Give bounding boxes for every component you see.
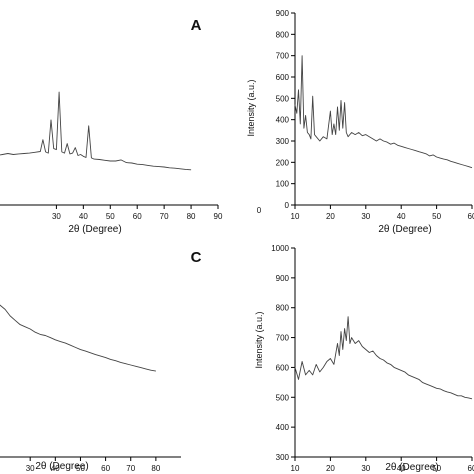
x-axis-label: 2θ (Degree) [385, 462, 438, 473]
y-tick-label: 200 [276, 158, 290, 167]
y-axis-label: Intensity (a.u.) [246, 79, 256, 136]
stray-zero-tick: 0 [257, 206, 262, 215]
x-tick-label: 50 [432, 212, 441, 221]
x-tick-label: 10 [291, 464, 300, 473]
y-tick-label: 500 [276, 94, 290, 103]
y-tick-label: 100 [276, 180, 290, 189]
y-tick-label: 500 [276, 393, 290, 402]
y-tick-label: 800 [276, 30, 290, 39]
series-line-1 [294, 55, 473, 169]
y-tick-label: 300 [276, 453, 290, 462]
chart-panel-4: 10 20 30 40 50 60 300 400 500 600 700 800 900 1000 2θ … [254, 244, 474, 473]
x-tick-label: 40 [79, 212, 88, 221]
y-tick-label: 700 [276, 52, 290, 61]
x-tick-label: 70 [160, 212, 169, 221]
chart-panel-2: 1020304050600100200300400500600700800900… [246, 9, 474, 235]
x-tick-label: 40 [51, 464, 60, 473]
x-tick-label: 10 [291, 212, 300, 221]
panel-label: A [191, 17, 202, 34]
x-tick-label: 30 [361, 464, 370, 473]
panel-label: C [191, 249, 202, 266]
x-tick-label: 30 [52, 212, 61, 221]
x-tick-label: 60 [133, 212, 142, 221]
x-tick-label: 20 [326, 212, 335, 221]
x-tick-label: 60 [101, 464, 110, 473]
y-tick-label: 900 [276, 9, 290, 18]
series-line-1 [0, 91, 192, 171]
y-tick-label: 800 [276, 304, 290, 313]
x-axis-label: 2θ (Degree) [68, 224, 121, 235]
y-tick-label: 600 [276, 363, 290, 372]
x-tick-label: 40 [397, 464, 406, 473]
x-tick-label: 60 [468, 464, 474, 473]
x-tick-label: 50 [432, 464, 441, 473]
x-tick-label: 80 [151, 464, 160, 473]
x-tick-label: 80 [187, 212, 196, 221]
x-tick-label: 50 [106, 212, 115, 221]
x-tick-label: 70 [126, 464, 135, 473]
y-tick-label: 700 [276, 334, 290, 343]
x-tick-label: 30 [26, 464, 35, 473]
x-tick-label: 40 [397, 212, 406, 221]
series-line-1 [294, 316, 473, 400]
y-tick-label: 0 [285, 201, 290, 210]
x-axis-label: 2θ (Degree) [378, 224, 431, 235]
x-axis-label: 2θ (Degree) [35, 461, 88, 472]
x-tick-label: 50 [76, 464, 85, 473]
x-tick-label: 60 [468, 212, 474, 221]
chart-panel-3: 30 40 50 60 70 80 2θ (Degree) C [0, 249, 202, 473]
chart-panel-1: 30 40 50 60 70 80 90 2θ (Degree) A [0, 17, 223, 235]
y-tick-label: 900 [276, 274, 290, 283]
y-tick-label: 1000 [271, 244, 289, 253]
y-tick-label: 300 [276, 137, 290, 146]
y-tick-label: 400 [276, 423, 290, 432]
y-axis-label: Intensity (a.u.) [254, 311, 264, 368]
x-tick-label: 30 [361, 212, 370, 221]
y-tick-label: 400 [276, 116, 290, 125]
x-tick-label: 90 [214, 212, 223, 221]
series-line-1 [0, 304, 156, 372]
x-tick-label: 20 [326, 464, 335, 473]
y-tick-label: 600 [276, 73, 290, 82]
